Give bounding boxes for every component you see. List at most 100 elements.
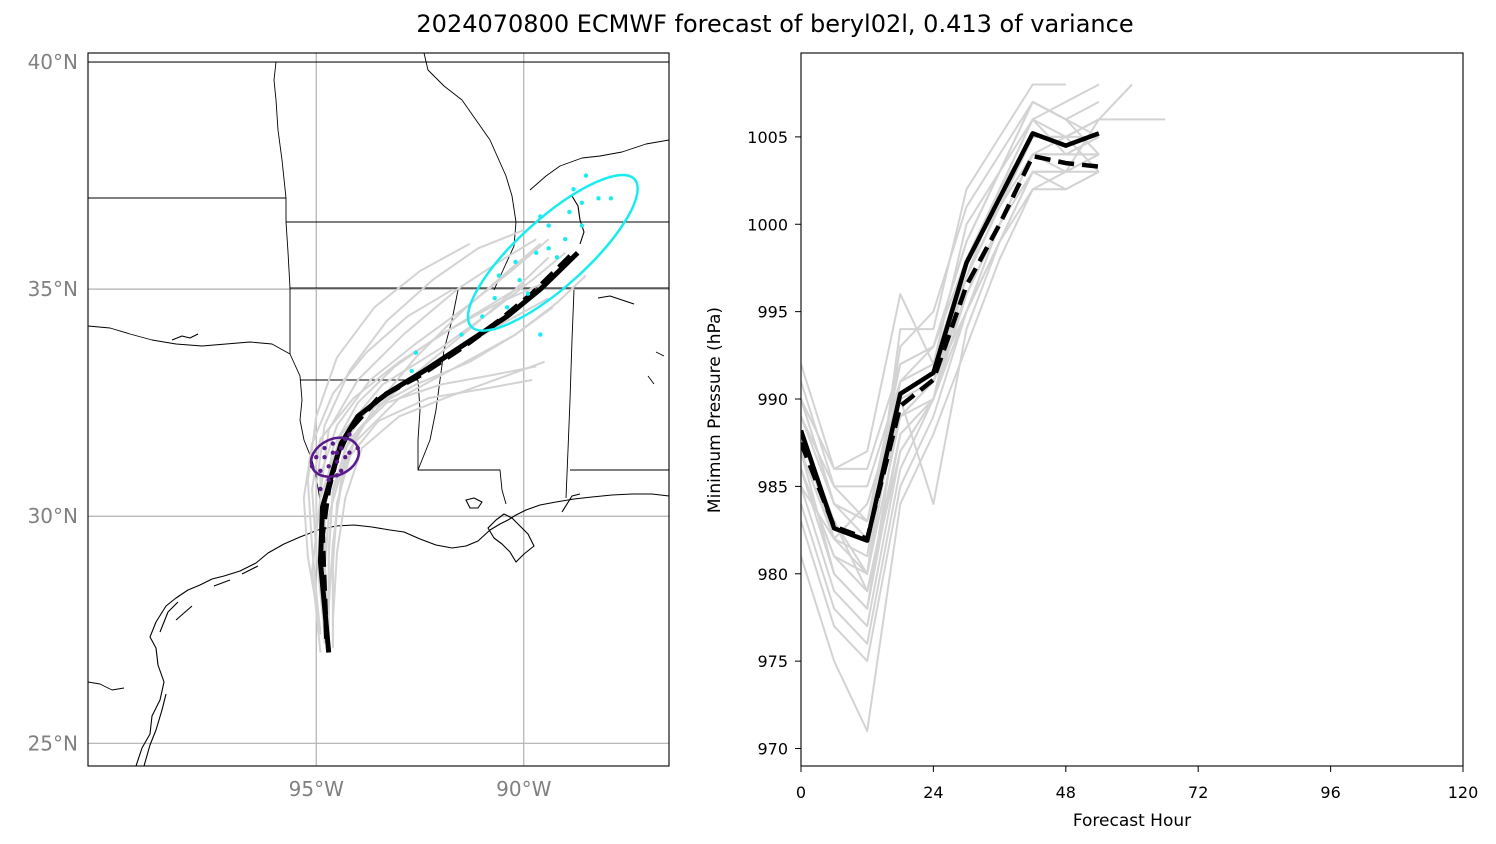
ensemble-track: [331, 379, 533, 626]
early-cluster-point: [338, 445, 344, 451]
lat-tick-label: 30°N: [28, 504, 78, 528]
mississippi-delta: [487, 513, 535, 563]
ensemble-pressure-line: [801, 153, 1100, 663]
early-cluster-point: [343, 454, 348, 460]
early-cluster-point: [334, 450, 340, 455]
x-tick-label: 24: [923, 783, 943, 802]
early-cluster-point: [326, 477, 331, 483]
late-cluster-point: [525, 291, 531, 296]
early-cluster-point: [322, 454, 327, 460]
late-cluster-point: [579, 200, 585, 206]
kentucky-lake: [571, 195, 585, 245]
pressure-frame: [800, 52, 1464, 767]
x-tick-label: 96: [1320, 783, 1340, 802]
late-cluster-point: [492, 296, 497, 301]
ensemble-track: [327, 365, 537, 639]
ensemble-track: [331, 360, 545, 621]
early-cluster-point: [347, 450, 352, 455]
ensemble-track: [311, 283, 541, 626]
early-cluster-point: [338, 468, 344, 474]
ensemble-track: [315, 229, 525, 635]
y-tick-label: 1000: [747, 215, 788, 234]
late-cluster-point: [480, 314, 485, 319]
x-axis-label: Forecast Hour: [1073, 811, 1191, 831]
lon-tick-label: 95°W: [289, 777, 344, 801]
late-cluster-point: [563, 236, 568, 242]
map-tracks-layer: [302, 229, 587, 653]
ensemble-track: [331, 274, 587, 648]
early-cluster-point: [330, 441, 336, 446]
late-cluster-point: [409, 368, 414, 374]
early-cluster-point: [347, 432, 352, 437]
map-basemap: [88, 53, 669, 766]
early-cluster-point: [314, 454, 319, 460]
early-cluster-point: [322, 445, 327, 451]
x-tick-label: 72: [1188, 783, 1208, 802]
ensemble-track: [311, 252, 566, 653]
late-cluster-point: [538, 332, 543, 337]
mean-track-dashed: [319, 251, 576, 639]
late-cluster-point: [608, 196, 614, 201]
late-cluster-point: [583, 173, 589, 178]
late-cluster-point: [554, 255, 560, 260]
late-cluster-point: [534, 250, 539, 256]
late-cluster-point: [546, 223, 551, 228]
padre-island: [143, 693, 167, 766]
pressure-panel: 0 24 48 72 96 120 970 975 980 985 990 995 1000 1005 F…: [705, 52, 1478, 831]
lat-tick-label: 35°N: [28, 277, 78, 301]
x-tick-label: 0: [796, 783, 806, 802]
ok-lake: [597, 295, 635, 305]
mean-track-solid: [317, 251, 580, 653]
gulf-coastline: [135, 493, 669, 766]
lake-pontchartrain: [465, 497, 483, 509]
ensemble-pressure-line: [801, 83, 1066, 575]
late-cluster-point: [504, 305, 510, 310]
lat-tick-label: 25°N: [28, 731, 78, 755]
lon-tick-label: 90°W: [496, 777, 551, 801]
late-cluster-point: [596, 196, 601, 201]
ensemble-pressure-line: [801, 118, 1166, 470]
pressure-lines-layer: [801, 83, 1166, 732]
ensemble-pressure-line: [801, 153, 1099, 523]
lat-tick-label: 40°N: [28, 50, 78, 74]
early-cluster-ellipse: [309, 436, 361, 478]
late-cluster-ellipse: [466, 173, 639, 332]
y-tick-label: 990: [757, 390, 788, 409]
ensemble-track: [323, 242, 542, 644]
mean-dashed-pressure-line: [801, 153, 1100, 542]
y-tick-label: 970: [757, 740, 788, 759]
barrier-islands: [159, 565, 259, 633]
early-cluster-point: [318, 468, 323, 474]
ensemble-track: [302, 288, 454, 630]
late-cluster-point: [513, 259, 518, 265]
late-cluster-point: [517, 277, 522, 283]
ensemble-track: [306, 242, 471, 635]
track-map-panel: 95°W 90°W 25°N 30°N 35°N 40°N: [28, 50, 670, 801]
state-borders: [88, 53, 669, 691]
late-cluster-point: [413, 350, 419, 355]
map-tick-labels: 95°W 90°W 25°N 30°N 35°N 40°N: [28, 50, 552, 801]
map-frame: [87, 52, 670, 767]
late-cluster-point: [459, 332, 464, 337]
y-tick-label: 995: [757, 303, 788, 322]
x-tick-label: 48: [1056, 783, 1076, 802]
ensemble-pressure-line: [801, 100, 1100, 558]
y-tick-label: 975: [757, 652, 788, 671]
y-tick-label: 985: [757, 477, 788, 496]
y-tick-label: 1005: [747, 128, 788, 147]
early-cluster-point: [318, 486, 323, 492]
early-cluster-point: [330, 450, 336, 455]
late-cluster-point: [579, 223, 585, 228]
late-cluster-point: [567, 209, 572, 215]
lake-texoma: [171, 333, 199, 341]
early-cluster-point: [326, 464, 331, 469]
pressure-ticks: 0 24 48 72 96 120 970 975 980 985 990 995 1000 1005: [747, 128, 1478, 802]
ensemble-pressure-line: [801, 170, 1100, 593]
y-axis-label: Minimum Pressure (hPa): [705, 307, 725, 513]
mobile-bay: [561, 493, 581, 513]
y-tick-label: 980: [757, 565, 788, 584]
early-cluster-point: [334, 459, 340, 464]
x-tick-label: 120: [1448, 783, 1479, 802]
late-cluster-point: [496, 273, 502, 278]
